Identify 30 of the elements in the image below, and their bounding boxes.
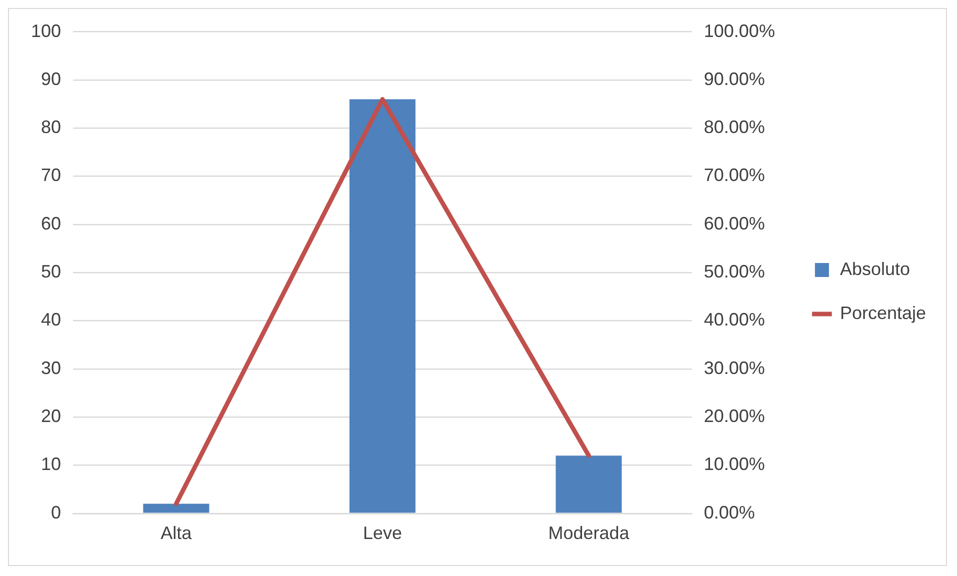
y2-tick-label: 90.00% <box>704 68 765 89</box>
y-tick-label: 60 <box>41 213 62 234</box>
y-tick-label: 100 <box>30 20 62 41</box>
y-tick-label: 20 <box>41 406 62 426</box>
bar <box>556 456 622 513</box>
bar <box>349 99 416 513</box>
y2-tick-label: 0.00% <box>704 502 755 522</box>
y-tick-label: 80 <box>41 117 62 138</box>
y2-tick-label: 50.00% <box>704 262 765 282</box>
y-tick-label: 30 <box>41 358 62 378</box>
y2-tick-label: 80.00% <box>704 117 765 138</box>
y2-tick-label: 70.00% <box>704 165 765 186</box>
y-tick-label: 0 <box>51 502 62 522</box>
legend-label: Porcentaje <box>840 302 926 323</box>
y-tick-label: 40 <box>41 310 62 330</box>
x-tick-label: Alta <box>160 523 193 544</box>
y2-tick-label: 10.00% <box>704 454 765 474</box>
y2-tick-label: 40.00% <box>704 310 765 330</box>
y2-tick-label: 20.00% <box>704 406 765 426</box>
y2-tick-label: 60.00% <box>704 213 765 234</box>
legend-label: Absoluto <box>840 258 910 279</box>
y-tick-label: 10 <box>41 454 62 474</box>
y-tick-label: 90 <box>41 68 62 89</box>
y2-tick-label: 30.00% <box>704 358 765 378</box>
x-tick-label: Moderada <box>548 523 630 544</box>
y-tick-label: 50 <box>41 262 62 282</box>
bar <box>143 504 210 513</box>
x-tick-label: Leve <box>362 523 402 544</box>
y2-tick-label: 100.00% <box>704 20 775 41</box>
y-tick-label: 70 <box>41 165 62 186</box>
